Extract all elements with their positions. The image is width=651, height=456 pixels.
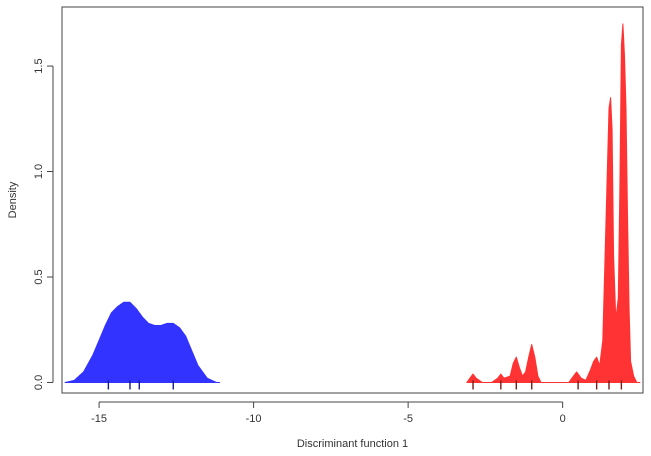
y-tick-label: 1.0 [33, 164, 45, 179]
y-axis-title: Density [7, 181, 19, 218]
density-fills [64, 23, 641, 383]
y-tick-label: 0.5 [33, 269, 45, 284]
y-axis: 0.0 0.5 1.0 1.5 [33, 58, 54, 390]
y-tick-label: 0.0 [33, 375, 45, 390]
x-tick-label: -5 [403, 413, 413, 425]
x-tick-label: 0 [560, 413, 566, 425]
rug-marks [107, 380, 623, 390]
density-area-1 [466, 23, 641, 383]
x-tick-label: -10 [246, 413, 262, 425]
x-axis-title: Discriminant function 1 [297, 438, 408, 450]
plot-frame [61, 6, 644, 394]
x-axis: -15 -10 -5 0 [91, 401, 566, 425]
x-tick-label: -15 [91, 413, 107, 425]
y-tick-label: 1.5 [33, 58, 45, 73]
density-area-0 [64, 301, 221, 383]
